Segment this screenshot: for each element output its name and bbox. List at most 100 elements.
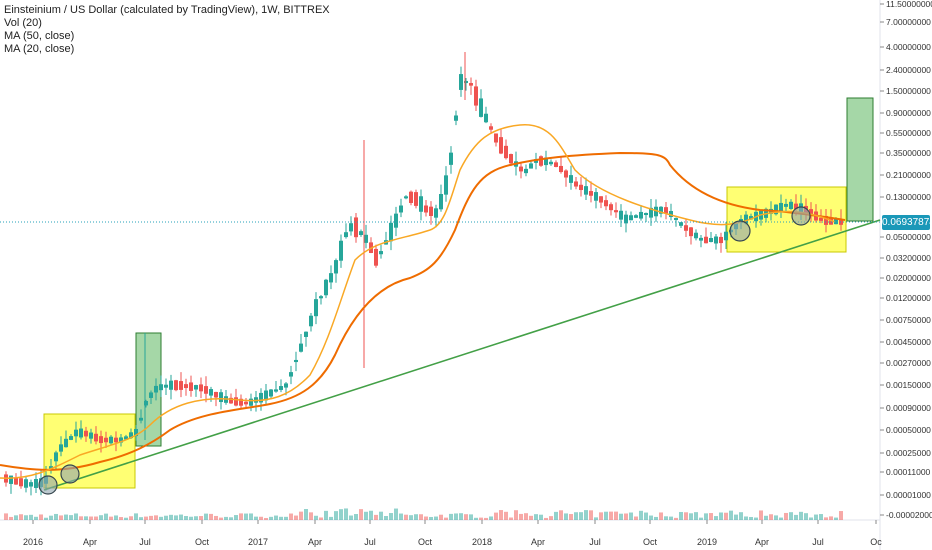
volume-bar xyxy=(689,513,693,520)
volume-bar xyxy=(639,510,643,520)
candle-body xyxy=(59,444,63,452)
x-tick-label: Oct xyxy=(643,537,658,547)
y-tick-label: 4.00000000 xyxy=(886,42,931,52)
x-tick-label: Jul xyxy=(139,537,151,547)
volume-bar xyxy=(799,511,803,520)
candle-body xyxy=(264,390,268,401)
volume-bar xyxy=(659,512,663,520)
candle-body xyxy=(34,479,38,488)
candle-body xyxy=(134,428,138,437)
candle-body xyxy=(444,175,448,195)
candle-body xyxy=(89,432,93,439)
x-tick-label: Oc xyxy=(870,537,882,547)
candle-body xyxy=(789,201,793,209)
candle-body xyxy=(239,398,243,406)
ma20-line xyxy=(0,124,836,479)
volume-bar xyxy=(144,516,148,520)
y-tick-label: 0.00050000 xyxy=(886,425,931,435)
candle-body xyxy=(169,380,173,390)
candle-body xyxy=(84,430,88,437)
candle-body xyxy=(124,436,128,440)
volume-bar xyxy=(74,513,78,520)
volume-bar xyxy=(364,511,368,520)
candle-body xyxy=(279,386,283,390)
volume-bar xyxy=(114,515,118,520)
volume-bar xyxy=(554,511,558,520)
candle-body xyxy=(394,213,398,228)
candle-body xyxy=(479,98,483,117)
candle-body xyxy=(584,186,588,195)
volume-bar xyxy=(124,517,128,520)
candle-body xyxy=(614,210,618,213)
volume-bar xyxy=(679,511,683,520)
volume-bar xyxy=(684,512,688,520)
candle-body xyxy=(809,209,813,217)
volume-bar xyxy=(139,517,143,520)
candle-body xyxy=(119,437,123,443)
candle-body xyxy=(74,429,78,437)
y-tick-label: 0.00270000 xyxy=(886,358,931,368)
volume-bar xyxy=(509,517,513,520)
candle-body xyxy=(434,208,438,218)
volume-bar xyxy=(494,512,498,520)
candle-body xyxy=(564,170,568,178)
candle-body xyxy=(209,389,213,396)
candle-body xyxy=(539,156,543,166)
volume-bar xyxy=(14,515,18,520)
candle-body xyxy=(364,234,368,243)
candle-body xyxy=(359,231,363,235)
candle-body xyxy=(779,202,783,212)
volume-bar xyxy=(539,514,543,520)
volume-bar xyxy=(549,516,553,520)
x-tick-label: Jul xyxy=(364,537,376,547)
volume-bar xyxy=(504,511,508,520)
candle-body xyxy=(504,145,508,159)
candle-body xyxy=(449,152,453,165)
candle-body xyxy=(654,206,658,217)
volume-bar xyxy=(129,516,133,520)
last-price-label: 0.06937874 xyxy=(882,215,932,230)
candle-body xyxy=(174,380,178,391)
volume-bar xyxy=(544,517,548,520)
y-tick-label: 7.00000000 xyxy=(886,17,931,27)
volume-bar xyxy=(654,516,658,520)
x-tick-label: 2018 xyxy=(472,537,492,547)
volume-bar xyxy=(394,508,398,520)
candle-body xyxy=(609,204,613,211)
volume-bar xyxy=(99,515,103,520)
volume-bar xyxy=(794,514,798,520)
volume-bar xyxy=(244,513,248,520)
candle-body xyxy=(644,212,648,216)
candle-body xyxy=(544,157,548,166)
volume-bar xyxy=(219,517,223,520)
volume-bar xyxy=(474,517,478,520)
x-tick-label: Apr xyxy=(308,537,322,547)
volume-bar xyxy=(319,517,323,520)
volume-bar xyxy=(149,515,153,520)
volume-bar xyxy=(169,514,173,520)
volume-bar xyxy=(354,514,358,520)
volume-bar xyxy=(454,513,458,520)
candle-body xyxy=(534,159,538,163)
volume-bar xyxy=(194,516,198,520)
candle-body xyxy=(604,200,608,207)
y-tick-label: 0.00450000 xyxy=(886,337,931,347)
candle-body xyxy=(219,392,223,403)
volume-bar xyxy=(434,516,438,520)
y-tick-label: 2.40000000 xyxy=(886,65,931,75)
volume-bar xyxy=(834,517,838,520)
candle-body xyxy=(114,437,118,443)
volume-bar xyxy=(449,513,453,520)
candle-body xyxy=(664,207,668,214)
candle-body xyxy=(484,113,488,123)
volume-bar xyxy=(744,516,748,520)
volume-bar xyxy=(804,513,808,520)
candle-body xyxy=(669,210,673,218)
volume-bar xyxy=(214,515,218,520)
volume-bar xyxy=(464,514,468,520)
volume-bar xyxy=(839,511,843,520)
x-tick-label: Apr xyxy=(531,537,545,547)
candle-body xyxy=(499,137,503,154)
volume-bar xyxy=(359,509,363,520)
volume-bar xyxy=(19,514,23,520)
